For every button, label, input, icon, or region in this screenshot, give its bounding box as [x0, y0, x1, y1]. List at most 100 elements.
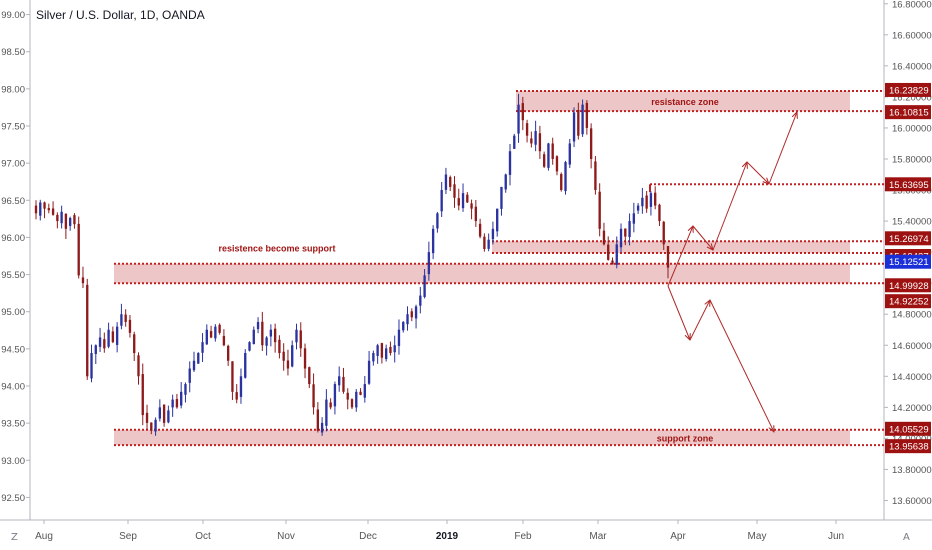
candle	[645, 191, 648, 213]
candle	[141, 363, 144, 426]
candle	[427, 241, 431, 281]
candle	[158, 399, 162, 422]
candle-body	[517, 104, 520, 134]
candle-body	[397, 329, 401, 346]
candle	[171, 394, 174, 417]
candle	[423, 269, 426, 299]
candle	[406, 306, 409, 331]
x-tick-label: May	[748, 531, 767, 542]
right-tick-label: 14.60000	[892, 341, 932, 352]
price-label-bg	[885, 105, 931, 120]
candle	[244, 349, 247, 379]
left-tick-label: 96.00	[1, 233, 25, 244]
price-label-text: 15.12521	[889, 257, 929, 268]
candle	[325, 389, 328, 432]
candle-body	[607, 244, 610, 260]
candle	[577, 102, 580, 140]
candle-body	[222, 335, 226, 346]
scale-mode-left[interactable]: Z	[11, 532, 18, 543]
candle-body	[538, 133, 542, 152]
candle-body	[474, 206, 478, 222]
candle	[282, 343, 285, 371]
left-tick-label: 97.00	[1, 159, 25, 170]
candle-body	[662, 221, 665, 245]
candle	[389, 341, 392, 356]
right-tick-label: 16.60000	[892, 30, 932, 41]
candle-body	[184, 384, 187, 395]
projection-arrow	[768, 112, 797, 185]
candle-body	[410, 311, 413, 318]
candle	[568, 138, 571, 168]
candle-body	[158, 407, 162, 419]
candle	[530, 131, 533, 148]
candle-body	[525, 123, 529, 136]
candle	[636, 203, 640, 214]
price-label-text: 14.05529	[889, 424, 929, 435]
candle	[654, 186, 657, 210]
candle-body	[645, 195, 648, 209]
candle	[222, 329, 226, 347]
price-label-bg	[885, 294, 931, 309]
candle	[192, 351, 196, 373]
candle	[483, 233, 486, 252]
candle	[180, 382, 183, 409]
candle-body	[654, 192, 657, 206]
candle	[43, 201, 46, 219]
candle-body	[624, 228, 627, 237]
candle-body	[384, 348, 388, 360]
candle-body	[483, 236, 486, 250]
candle	[150, 422, 153, 435]
auto-scale-button[interactable]: A	[903, 532, 910, 543]
right-tick-label: 13.80000	[892, 465, 932, 476]
candle-body	[235, 392, 238, 400]
candle-body	[491, 228, 495, 240]
candle-body	[329, 402, 332, 408]
candle-body	[611, 260, 614, 265]
candle-body	[440, 190, 443, 212]
candle	[278, 335, 281, 359]
candle-body	[496, 208, 499, 232]
x-tick-label: Mar	[589, 531, 607, 542]
left-tick-label: 95.00	[1, 307, 25, 318]
candle	[440, 181, 443, 218]
candle	[51, 201, 55, 216]
candle	[47, 203, 50, 214]
price-label-bg	[885, 439, 931, 454]
candle	[560, 172, 563, 192]
candle-body	[547, 143, 550, 168]
left-tick-label: 97.50	[1, 122, 25, 133]
right-tick-label: 14.40000	[892, 372, 932, 383]
left-tick-label: 99.00	[1, 10, 25, 21]
candle-body	[167, 410, 170, 423]
candle-body	[615, 244, 618, 265]
candle-body	[244, 353, 247, 378]
candle	[120, 303, 123, 330]
candle	[466, 192, 469, 204]
candle	[628, 213, 631, 246]
candle	[508, 143, 512, 186]
candle-body	[205, 329, 208, 345]
candle-body	[555, 156, 559, 172]
candle	[218, 323, 221, 335]
candle-body	[376, 345, 379, 356]
candle-body	[530, 138, 533, 144]
right-tick-label: 16.20000	[892, 92, 932, 103]
projection-arrow	[667, 226, 693, 287]
candle	[209, 325, 213, 339]
candle	[380, 342, 384, 364]
candle	[162, 404, 166, 427]
candle	[145, 404, 149, 430]
candle	[470, 199, 473, 220]
candle-body	[239, 376, 243, 397]
price-label-bg	[885, 421, 931, 436]
candle	[598, 183, 601, 237]
candle-body	[564, 162, 567, 192]
candle-body	[333, 384, 337, 407]
x-tick-label: Jun	[828, 531, 844, 542]
candle	[256, 317, 260, 334]
right-tick-label: 14.80000	[892, 310, 932, 321]
candle	[393, 335, 396, 363]
candle	[615, 236, 618, 269]
zone-box	[114, 429, 850, 446]
